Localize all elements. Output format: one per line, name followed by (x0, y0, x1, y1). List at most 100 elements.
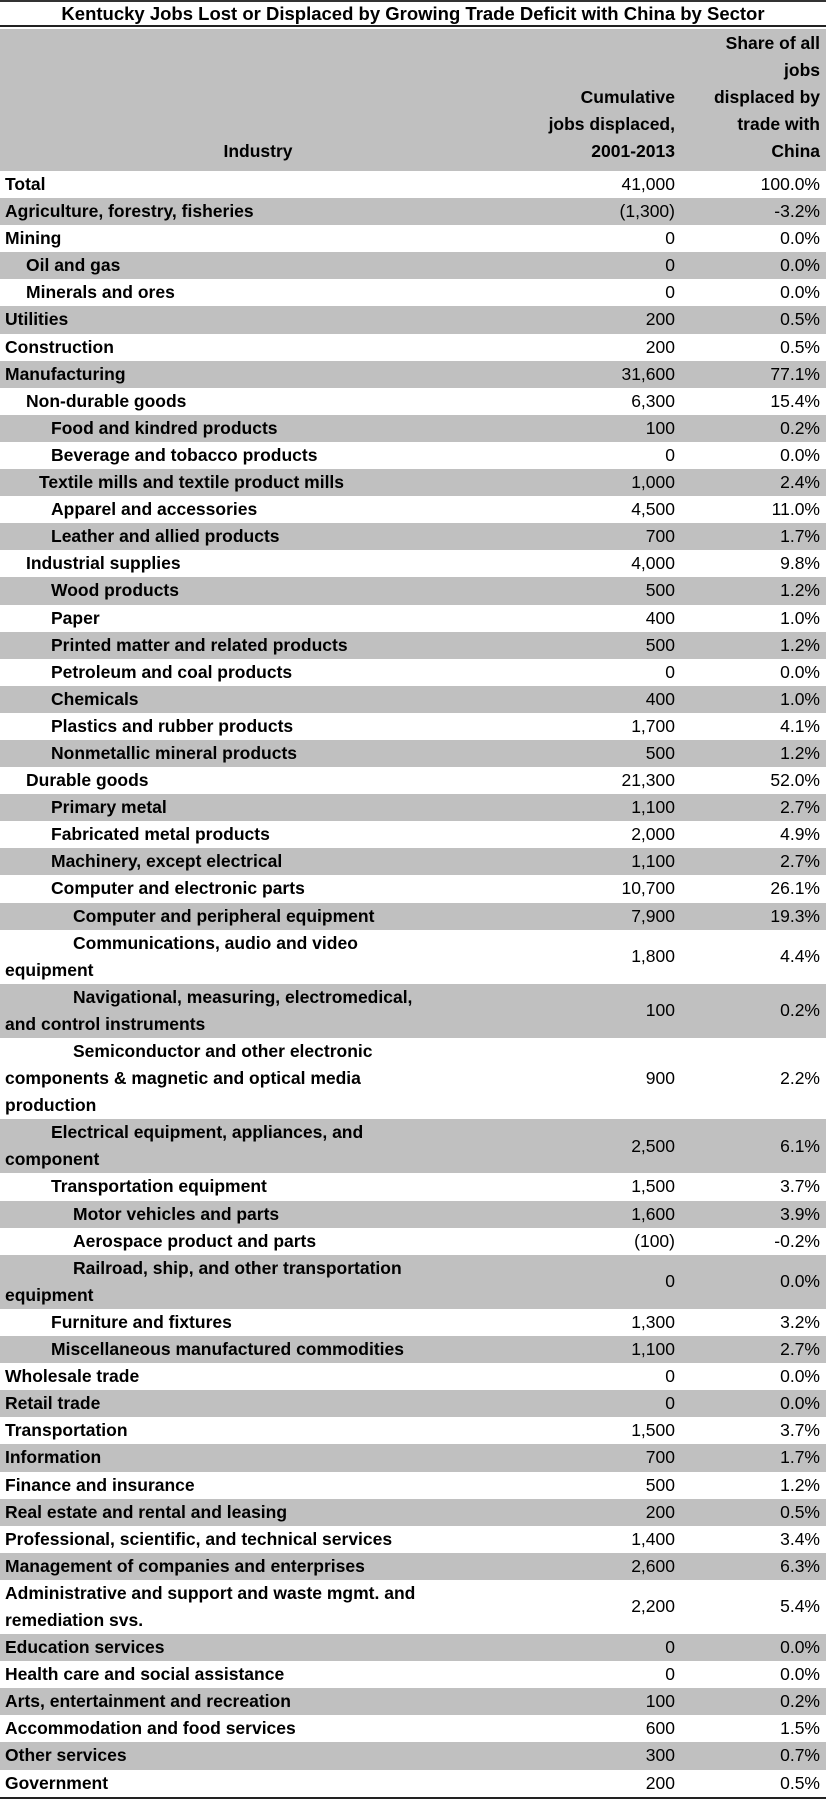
industry-label: Education services (5, 1637, 165, 1658)
industry-cell: Petroleum and coal products (0, 659, 516, 686)
industry-label: Oil and gas (26, 255, 121, 276)
share-cell: 5.4% (780, 1596, 820, 1617)
industry-label-continuation: and control instruments (5, 1013, 206, 1034)
industry-label: Apparel and accessories (51, 499, 258, 520)
jobs-displaced-cell: 200 (645, 309, 675, 330)
table-row: Wholesale trade 0 0.0% (0, 1363, 826, 1390)
industry-label: Health care and social assistance (5, 1664, 285, 1685)
industry-cell: Machinery, except electrical (0, 848, 516, 875)
table-row: Finance and insurance 500 1.2% (0, 1472, 826, 1499)
jobs-displaced-cell: 200 (645, 1501, 675, 1522)
table-row: Aerospace product and parts (100) -0.2% (0, 1228, 826, 1255)
table-row: Primary metal 1,100 2.7% (0, 794, 826, 822)
industry-cell: Furniture and fixtures (0, 1309, 516, 1336)
share-cell: -3.2% (774, 201, 820, 222)
jobs-displaced-cell: 400 (645, 688, 675, 709)
jobs-displaced-cell: 200 (645, 1772, 675, 1793)
industry-cell: Navigational, measuring, electromedical,… (0, 984, 516, 1038)
industry-label: Beverage and tobacco products (51, 444, 318, 465)
industry-cell: Electrical equipment, appliances, and com… (0, 1119, 516, 1173)
share-cell: 0.5% (780, 1772, 820, 1793)
industry-label: Arts, entertainment and recreation (5, 1691, 291, 1712)
share-cell: 0.0% (780, 1393, 820, 1414)
table-row: Petroleum and coal products 0 0.0% (0, 659, 826, 686)
industry-label: Machinery, except electrical (51, 851, 283, 872)
industry-label: Communications, audio and video (73, 932, 358, 953)
share-cell: -0.2% (774, 1230, 820, 1251)
share-cell: 9.8% (780, 553, 820, 574)
jobs-displaced-cell: 700 (645, 1447, 675, 1468)
share-cell: 3.7% (780, 1420, 820, 1441)
share-cell: 3.4% (780, 1528, 820, 1549)
industry-cell: Real estate and rental and leasing (0, 1499, 516, 1526)
industry-cell: Accommodation and food services (0, 1715, 516, 1742)
jobs-displaced-cell: 1,400 (631, 1528, 675, 1549)
table-row: Beverage and tobacco products 0 0.0% (0, 442, 826, 469)
industry-cell: Management of companies and enterprises (0, 1553, 516, 1580)
share-cell: 2.2% (780, 1068, 820, 1089)
jobs-displaced-cell: 31,600 (621, 363, 675, 384)
jobs-displaced-cell: 0 (665, 661, 675, 682)
industry-label: Chemicals (51, 688, 139, 709)
table-header: Industry Cumulative jobs displaced, 2001… (0, 29, 826, 171)
industry-label: Manufacturing (5, 363, 126, 384)
jobs-displaced-cell: 7,900 (631, 905, 675, 926)
industry-cell: Other services (0, 1742, 516, 1769)
table-bottom-border (0, 1797, 826, 1799)
share-cell: 1.2% (780, 634, 820, 655)
industry-cell: Communications, audio and video equipment (0, 930, 516, 984)
industry-cell: Railroad, ship, and other transportation… (0, 1255, 516, 1309)
table-row: Construction 200 0.5% (0, 334, 826, 361)
industry-label: Management of companies and enterprises (5, 1555, 365, 1576)
jobs-displaced-cell: 21,300 (621, 770, 675, 791)
industry-label: Industrial supplies (26, 553, 181, 574)
jobs-displaced-cell: 100 (645, 417, 675, 438)
table-title: Kentucky Jobs Lost or Displaced by Growi… (0, 0, 826, 27)
table-row: Education services 0 0.0% (0, 1634, 826, 1662)
industry-label: Navigational, measuring, electromedical, (73, 986, 413, 1007)
industry-label: Computer and electronic parts (51, 878, 305, 899)
industry-cell: Government (0, 1770, 516, 1797)
share-cell: 4.1% (780, 715, 820, 736)
header-share-line: displaced by (713, 86, 820, 107)
table-row: Plastics and rubber products 1,700 4.1% (0, 713, 826, 740)
table-row: Other services 300 0.7% (0, 1742, 826, 1770)
table-row: Railroad, ship, and other transportation… (0, 1254, 826, 1309)
industry-cell: Retail trade (0, 1390, 516, 1417)
share-cell: 0.7% (780, 1745, 820, 1766)
share-cell: 0.0% (780, 1271, 820, 1292)
jobs-displaced-cell: 1,100 (631, 1339, 675, 1360)
industry-cell: Computer and peripheral equipment (0, 903, 516, 930)
jobs-displaced-cell: (100) (634, 1230, 675, 1251)
industry-label: Computer and peripheral equipment (73, 905, 375, 926)
share-cell: 19.3% (770, 905, 820, 926)
table-row: Transportation 1,500 3.7% (0, 1417, 826, 1444)
table-row: Real estate and rental and leasing 200 0.5… (0, 1498, 826, 1526)
industry-cell: Semiconductor and other electronic compon… (0, 1038, 516, 1119)
header-cumulative-jobs: Cumulative jobs displaced, 2001-2013 (516, 84, 675, 165)
jobs-displaced-cell: 10,700 (621, 878, 675, 899)
jobs-displaced-cell: 300 (645, 1745, 675, 1766)
jobs-displaced-cell: 0 (665, 1664, 675, 1685)
industry-label: Motor vehicles and parts (73, 1203, 280, 1224)
table-row: Utilities 200 0.5% (0, 306, 826, 334)
table-row: Apparel and accessories 4,500 11.0% (0, 496, 826, 523)
industry-label: Primary metal (51, 797, 167, 818)
jobs-displaced-cell: 0 (665, 255, 675, 276)
share-cell: 2.4% (780, 472, 820, 493)
header-share-line: jobs (784, 59, 820, 80)
industry-cell: Primary metal (0, 794, 516, 821)
jobs-displaced-cell: 100 (645, 1000, 675, 1021)
industry-cell: Industrial supplies (0, 550, 516, 577)
industry-label: Wholesale trade (5, 1366, 140, 1387)
table-row: Navigational, measuring, electromedical,… (0, 983, 826, 1038)
table-row: Durable goods 21,300 52.0% (0, 767, 826, 794)
header-jobs-line: 2001-2013 (591, 140, 675, 161)
industry-label: Construction (5, 336, 114, 357)
jobs-displaced-cell: 500 (645, 1474, 675, 1495)
table-row: Communications, audio and video equipment… (0, 930, 826, 984)
industry-label: Textile mills and textile product mills (39, 472, 345, 493)
share-cell: 0.0% (780, 661, 820, 682)
share-cell: 0.2% (780, 1000, 820, 1021)
jobs-displaced-cell: 500 (645, 580, 675, 601)
